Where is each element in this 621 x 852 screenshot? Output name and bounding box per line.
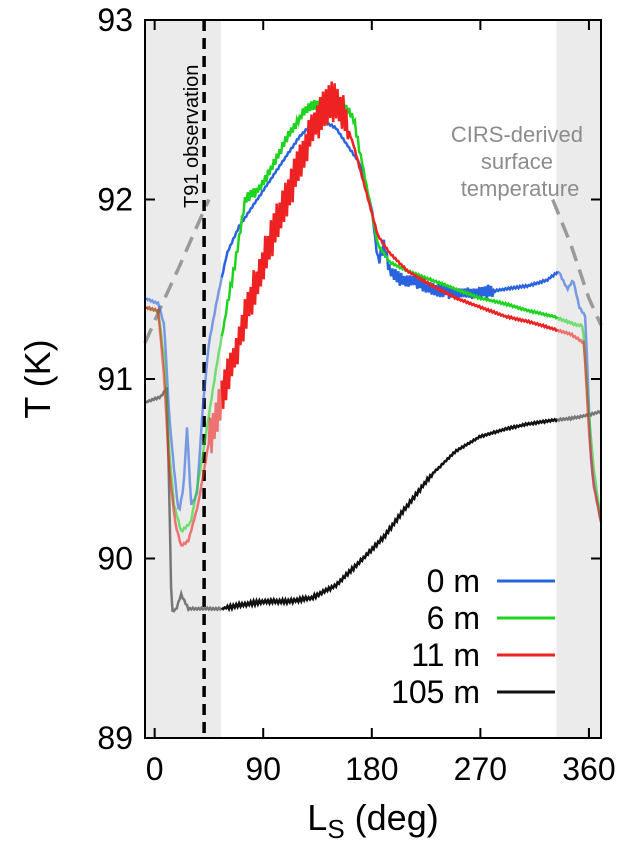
series-line-105m — [556, 409, 603, 423]
surface-temperature-label-line: surface — [481, 149, 553, 174]
y-tick-label: 90 — [97, 541, 133, 577]
x-tick-label: 360 — [562, 751, 615, 787]
surface-temperature-label: CIRS-derived surface temperature — [451, 122, 589, 201]
shaded-region — [145, 20, 221, 738]
series-line-0m — [220, 115, 559, 300]
axis-ticks — [145, 19, 601, 739]
x-axis-label-main: L — [307, 797, 327, 838]
surface-temperature-line — [551, 198, 603, 326]
legend-label: 105 m — [391, 674, 480, 710]
x-tick-label: 0 — [146, 751, 164, 787]
x-axis-label-rest: (deg) — [345, 797, 439, 838]
x-axis-label: LS (deg) — [307, 797, 438, 844]
series-line-105m — [220, 417, 559, 613]
observation-label: T91 observation — [181, 65, 203, 208]
y-tick-label: 93 — [97, 2, 133, 38]
y-axis-label: T (K) — [17, 339, 58, 418]
series-line-6m — [220, 95, 559, 337]
x-tick-label: 270 — [454, 751, 507, 787]
x-tick-label: 90 — [245, 751, 281, 787]
y-tick-label: 92 — [97, 182, 133, 218]
y-tick-label: 89 — [97, 720, 133, 756]
series-line-11m — [556, 328, 603, 523]
series-line-11m — [145, 305, 223, 547]
series-line-0m — [145, 277, 223, 512]
surface-temperature-label-line: temperature — [461, 176, 580, 201]
x-axis-label-sub: S — [327, 814, 344, 844]
series-line-11m — [220, 81, 559, 409]
legend-label: 6 m — [427, 600, 480, 636]
surface-temperature-line — [143, 198, 211, 344]
surface-temperature-label-line: CIRS-derived — [451, 122, 583, 147]
series-lines — [143, 81, 603, 613]
y-tick-label: 91 — [97, 361, 133, 397]
series-line-105m — [145, 386, 223, 613]
legend-label: 0 m — [427, 563, 480, 599]
axis-labels: 0 90 180 270 360 89 90 91 92 93 — [97, 2, 615, 787]
surface-temperature-curve — [143, 198, 603, 344]
legend-label: 11 m — [411, 637, 480, 673]
x-tick-label: 180 — [345, 751, 398, 787]
series-line-6m — [556, 316, 603, 523]
